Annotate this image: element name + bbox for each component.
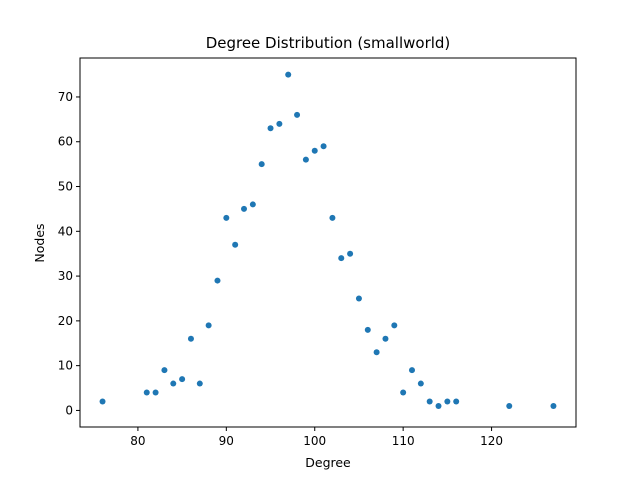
data-point	[400, 389, 407, 396]
data-point	[338, 255, 345, 262]
data-point	[152, 389, 159, 396]
data-point	[232, 241, 239, 248]
data-point	[302, 156, 309, 163]
x-tick-label: 80	[130, 434, 145, 448]
data-point	[391, 322, 398, 329]
data-point	[223, 214, 230, 221]
data-point	[196, 380, 203, 387]
data-point	[170, 380, 177, 387]
x-tick-label: 110	[392, 434, 415, 448]
y-tick-label: 70	[58, 90, 73, 104]
data-point	[205, 322, 212, 329]
data-point	[143, 389, 150, 396]
data-points	[99, 71, 557, 409]
data-point	[550, 402, 557, 409]
data-point	[267, 125, 274, 132]
y-axis-label: Nodes	[32, 223, 47, 262]
data-point	[506, 402, 513, 409]
data-point	[347, 250, 354, 257]
data-point	[355, 295, 362, 302]
y-tick-label: 60	[58, 135, 73, 149]
x-tick-label: 90	[219, 434, 234, 448]
data-point	[179, 376, 186, 383]
data-point	[426, 398, 433, 405]
data-point	[417, 380, 424, 387]
y-tick-label: 30	[58, 269, 73, 283]
data-point	[329, 214, 336, 221]
data-point	[453, 398, 460, 405]
data-point	[382, 335, 389, 342]
data-point	[214, 277, 221, 284]
data-point	[364, 326, 371, 333]
x-tick-label: 100	[303, 434, 326, 448]
data-point	[320, 143, 327, 150]
data-point	[294, 111, 301, 118]
y-tick-label: 0	[65, 403, 73, 417]
data-point	[285, 71, 292, 78]
x-axis-label: Degree	[305, 455, 351, 470]
data-point	[187, 335, 194, 342]
y-tick-label: 40	[58, 224, 73, 238]
x-tick-label: 120	[480, 434, 503, 448]
data-point	[444, 398, 451, 405]
data-point	[373, 349, 380, 356]
data-point	[258, 161, 265, 168]
y-tick-label: 10	[58, 359, 73, 373]
data-point	[311, 147, 318, 154]
y-tick-label: 50	[58, 180, 73, 194]
data-point	[99, 398, 106, 405]
data-point	[241, 205, 248, 212]
data-point	[249, 201, 256, 208]
y-tick-label: 20	[58, 314, 73, 328]
plot-frame	[79, 57, 577, 428]
axes: 80 90 100 110 120 0 10 20 30 40 50 60 70	[58, 57, 577, 448]
data-point	[408, 367, 415, 374]
chart-title: Degree Distribution (smallworld)	[206, 34, 451, 52]
data-point	[276, 120, 283, 127]
data-point	[435, 402, 442, 409]
data-point	[161, 367, 168, 374]
